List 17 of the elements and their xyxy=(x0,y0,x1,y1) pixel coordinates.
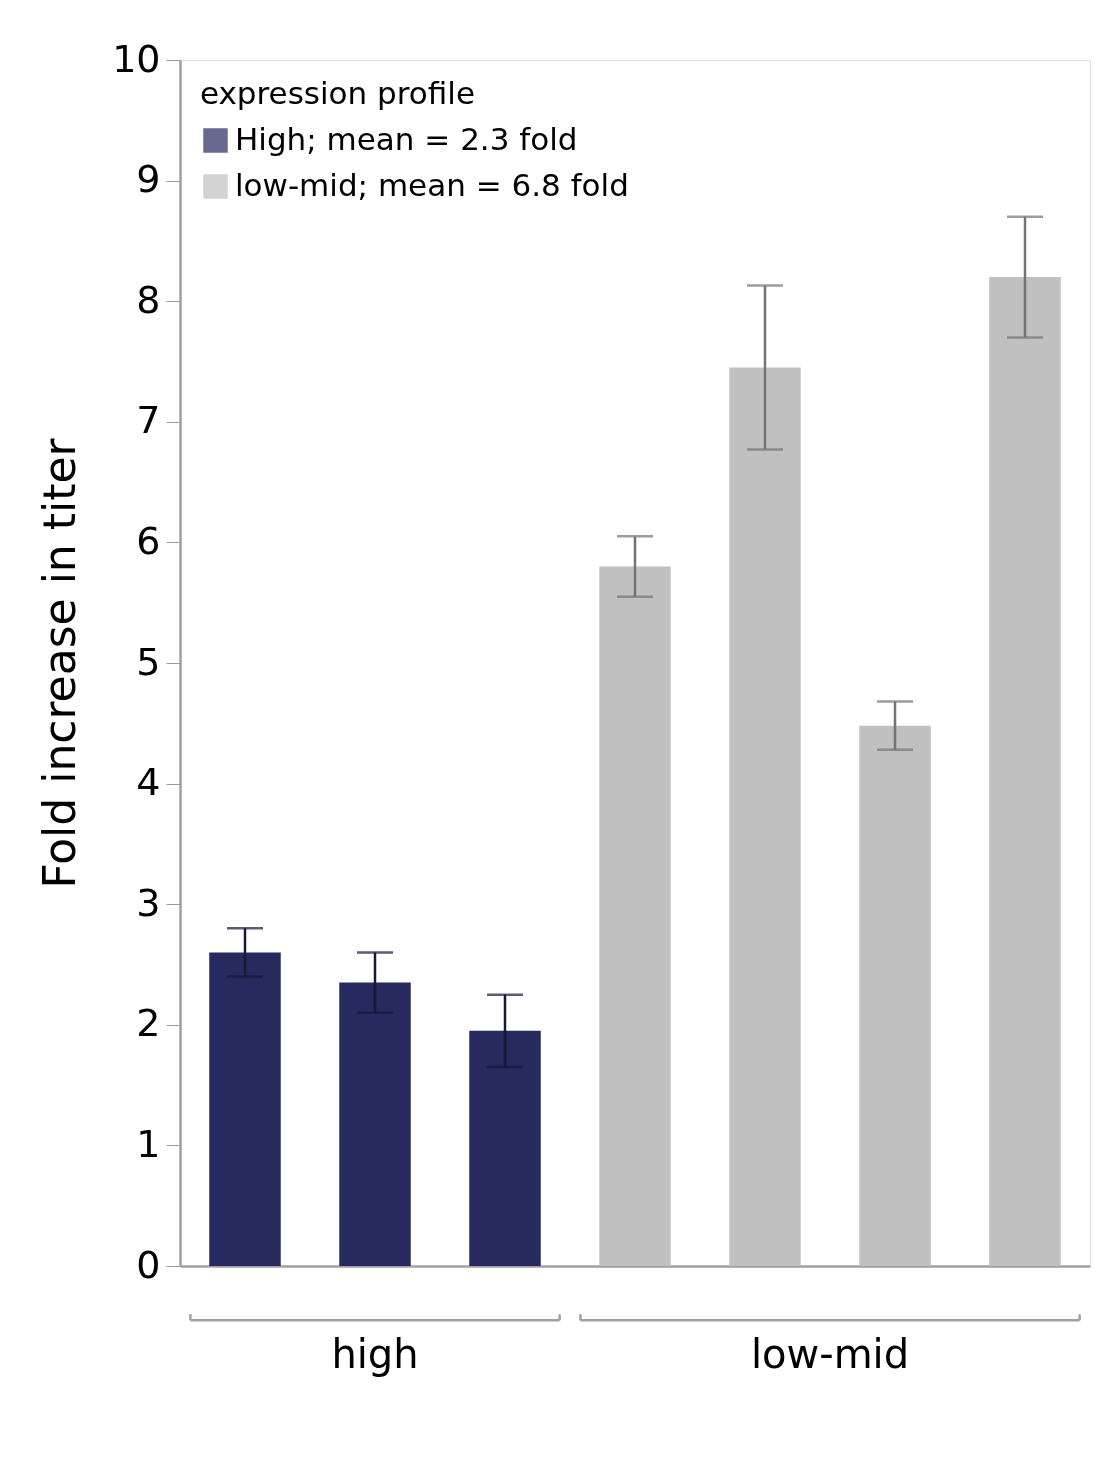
text: high xyxy=(331,1331,419,1378)
y-tick-label: 4 xyxy=(136,760,161,805)
text: low-mid xyxy=(750,1331,910,1378)
y-tick-label: 0 xyxy=(136,1242,161,1287)
legend-label: low-mid; mean = 6.8 fold xyxy=(235,166,629,203)
y-tick-label: 7 xyxy=(136,398,161,443)
legend-title: expression profile xyxy=(200,75,475,111)
y-tick-label: 10 xyxy=(112,36,161,81)
legend-label: High; mean = 2.3 fold xyxy=(235,120,578,157)
y-tick-label: 8 xyxy=(136,277,161,322)
y-tick-label: 1 xyxy=(136,1121,161,1166)
y-tick-label: 5 xyxy=(136,639,161,684)
y-tick-label: 6 xyxy=(136,518,161,563)
y-tick-label: 3 xyxy=(136,880,161,925)
y-axis-title: Fold increase in titer xyxy=(34,437,86,889)
y-tick-label: 2 xyxy=(136,1001,161,1046)
y-tick-label: 9 xyxy=(136,157,161,202)
